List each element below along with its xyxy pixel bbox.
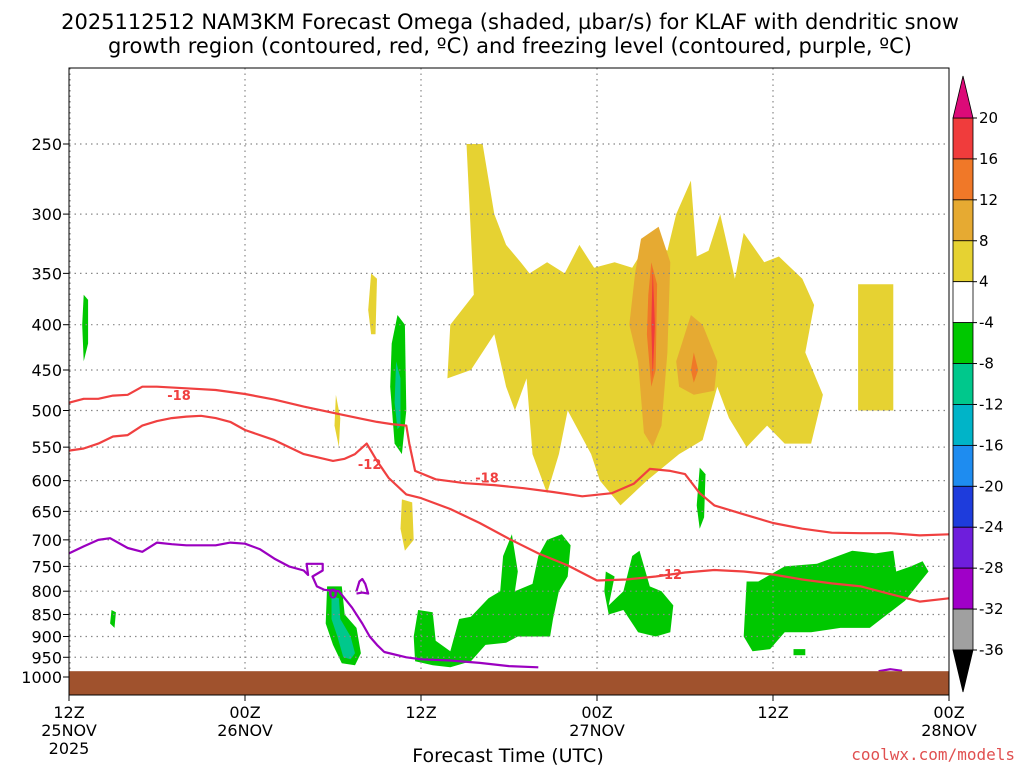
colorbar-tick-label-12: -32 xyxy=(979,600,1004,618)
colorbar-bin-8 xyxy=(953,445,973,486)
freezing-level-contour-east xyxy=(879,669,903,671)
omega-downward-4-8-small-e xyxy=(794,649,806,655)
colorbar-tick-label-1: 16 xyxy=(979,150,998,168)
x-tick-label-12-1: 00Z xyxy=(229,703,260,722)
chart-title-line1: 2025112512 NAM3KM Forecast Omega (shaded… xyxy=(61,10,959,34)
dgz-contour-minus18-lbl2-label: -18 xyxy=(475,471,499,486)
colorbar-bin-12 xyxy=(953,609,973,650)
x-tick-label-0-3: 2025 xyxy=(49,739,90,758)
freezing-level-contour-label: 0 xyxy=(328,588,337,603)
colorbar-under-arrow xyxy=(953,650,973,692)
colorbar-bin-9 xyxy=(953,486,973,527)
dgz-contour-minus12-label: -12 xyxy=(358,458,382,473)
y-tick-label-750: 750 xyxy=(31,557,62,576)
x-tick-label-0-2: 25NOV xyxy=(41,721,97,740)
y-tick-label-900: 900 xyxy=(31,627,62,646)
colorbar-bin-0 xyxy=(953,118,973,159)
omega-upward-4-8-small-500 xyxy=(335,395,341,447)
y-tick-label-550: 550 xyxy=(31,438,62,457)
omega-downward-4-8-left xyxy=(82,295,88,362)
colorbar-over-arrow xyxy=(953,76,973,118)
colorbar-bin-4 xyxy=(953,282,973,323)
colorbar-bin-10 xyxy=(953,527,973,568)
x-tick-label-60-2: 28NOV xyxy=(921,721,977,740)
x-tick-label-60-1: 00Z xyxy=(933,703,964,722)
omega-upward-4-8-small-650 xyxy=(401,499,414,550)
x-tick-label-0-1: 12Z xyxy=(53,703,84,722)
colorbar-bin-3 xyxy=(953,241,973,282)
y-tick-label-250: 250 xyxy=(31,135,62,154)
colorbar-bin-1 xyxy=(953,159,973,200)
omega-shading xyxy=(82,144,928,667)
colorbar-tick-label-10: -24 xyxy=(979,518,1004,536)
watermark: coolwx.com/models xyxy=(851,745,1015,764)
y-tick-label-650: 650 xyxy=(31,502,62,521)
colorbar: 20 16 12 8 4 -4 -8 -12 -16 -20 -24 -28 -32 -36 xyxy=(953,76,1004,692)
colorbar-bin-7 xyxy=(953,404,973,445)
x-tick-label-48-1: 12Z xyxy=(757,703,788,722)
y-tick-label-300: 300 xyxy=(31,205,62,224)
colorbar-tick-label-11: -28 xyxy=(979,559,1004,577)
x-axis-title: Forecast Time (UTC) xyxy=(412,745,603,767)
x-tick-label-36-2: 27NOV xyxy=(569,721,625,740)
colorbar-tick-label-9: -20 xyxy=(979,477,1004,495)
colorbar-tick-label-3: 8 xyxy=(979,232,989,250)
y-tick-label-400: 400 xyxy=(31,316,62,335)
colorbar-tick-label-4: 4 xyxy=(979,273,989,291)
dgz-contour-minus12-lbl2-label: -12 xyxy=(659,568,683,583)
ground-surface xyxy=(69,671,949,695)
y-tick-label-350: 350 xyxy=(31,264,62,283)
x-tick-label-36-1: 00Z xyxy=(581,703,612,722)
y-axis-ticks: 250 300 350 400 450 500 550 600 650 700 750 800 850 9… xyxy=(21,135,69,687)
colorbar-tick-label-7: -12 xyxy=(979,395,1004,413)
y-tick-label-500: 500 xyxy=(31,402,62,421)
x-tick-label-12-2: 26NOV xyxy=(217,721,273,740)
freezing-level-contour-loop xyxy=(357,579,369,594)
y-tick-label-600: 600 xyxy=(31,472,62,491)
colorbar-tick-label-5: -4 xyxy=(979,314,994,332)
omega-downward-4-8-main xyxy=(414,534,571,667)
y-tick-label-450: 450 xyxy=(31,361,62,380)
y-tick-label-700: 700 xyxy=(31,531,62,550)
y-tick-label-950: 950 xyxy=(31,648,62,667)
y-tick-label-800: 800 xyxy=(31,582,62,601)
colorbar-bin-2 xyxy=(953,200,973,241)
omega-downward-4-8-mid-right xyxy=(604,551,673,637)
dgz-contour-minus18-label: -18 xyxy=(167,389,191,404)
ground-band xyxy=(69,671,949,695)
y-tick-label-850: 850 xyxy=(31,606,62,625)
colorbar-tick-label-13: -36 xyxy=(979,641,1004,659)
colorbar-bin-6 xyxy=(953,364,973,405)
chart-title-line2: growth region (contoured, red, ºC) and f… xyxy=(108,34,912,58)
colorbar-tick-label-0: 20 xyxy=(979,109,998,127)
colorbar-tick-label-2: 12 xyxy=(979,191,998,209)
omega-upward-4-8-east xyxy=(858,284,893,410)
colorbar-bin-5 xyxy=(953,323,973,364)
colorbar-tick-label-6: -8 xyxy=(979,355,994,373)
chart-figure: 2025112512 NAM3KM Forecast Omega (shaded… xyxy=(0,0,1024,768)
colorbar-bin-11 xyxy=(953,568,973,609)
x-tick-label-24-1: 12Z xyxy=(405,703,436,722)
y-tick-label-1000: 1000 xyxy=(21,668,62,687)
omega-downward-4-8-left-low xyxy=(110,610,116,628)
colorbar-tick-label-8: -16 xyxy=(979,436,1004,454)
